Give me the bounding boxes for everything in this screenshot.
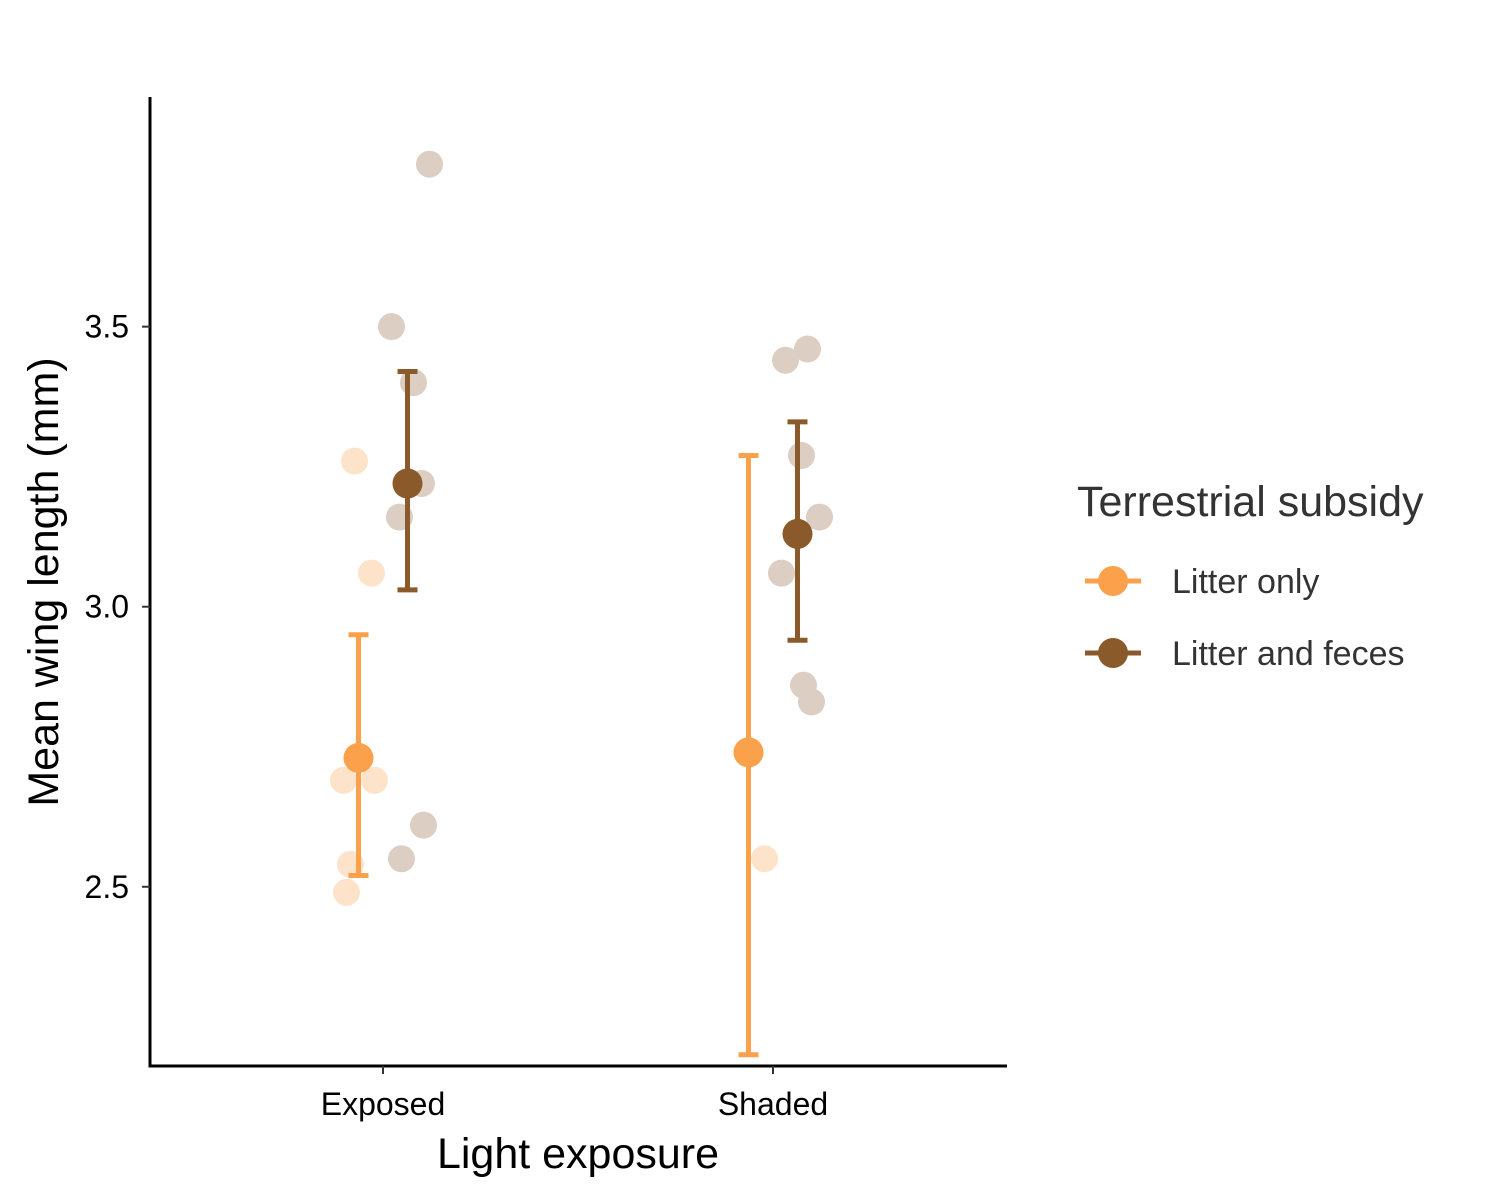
- raw-point: [772, 346, 799, 374]
- legend-key-point: [1098, 566, 1128, 596]
- raw-point: [768, 559, 795, 587]
- raw-point: [361, 766, 388, 794]
- x-tick-label: Exposed: [321, 1086, 446, 1122]
- raw-point: [410, 811, 437, 839]
- raw-point: [751, 845, 778, 873]
- legend: Terrestrial subsidy Litter only Litter an…: [1077, 478, 1424, 673]
- mean-point: [733, 737, 764, 768]
- y-tick-label: 2.5: [85, 869, 129, 905]
- mean-point: [392, 468, 423, 499]
- raw-point: [341, 447, 368, 475]
- raw-point: [788, 441, 815, 469]
- raw-point: [388, 845, 415, 873]
- tick-labels: 2.5 3.0 3.5 Exposed Shaded: [85, 309, 829, 1122]
- plot-area: [330, 150, 833, 1058]
- y-tick-label: 3.5: [85, 309, 129, 345]
- raw-point: [333, 878, 360, 906]
- raw-point: [794, 335, 821, 363]
- y-axis-title: Mean wing length (mm): [20, 357, 68, 806]
- legend-key-point: [1098, 638, 1128, 668]
- legend-title: Terrestrial subsidy: [1077, 478, 1424, 526]
- x-tick-label: Shaded: [718, 1086, 828, 1122]
- raw-point: [330, 766, 357, 794]
- raw-point: [416, 150, 443, 178]
- x-axis-title: Light exposure: [437, 1130, 719, 1178]
- raw-point: [358, 559, 385, 587]
- raw-point: [806, 503, 833, 531]
- raw-point: [790, 671, 817, 699]
- raw-point: [378, 313, 405, 341]
- axes: [148, 97, 1007, 1068]
- legend-label: Litter and feces: [1172, 635, 1404, 673]
- y-tick-label: 3.0: [85, 589, 129, 625]
- mean-point: [343, 742, 374, 773]
- mean-point: [782, 518, 813, 549]
- legend-label: Litter only: [1172, 563, 1319, 601]
